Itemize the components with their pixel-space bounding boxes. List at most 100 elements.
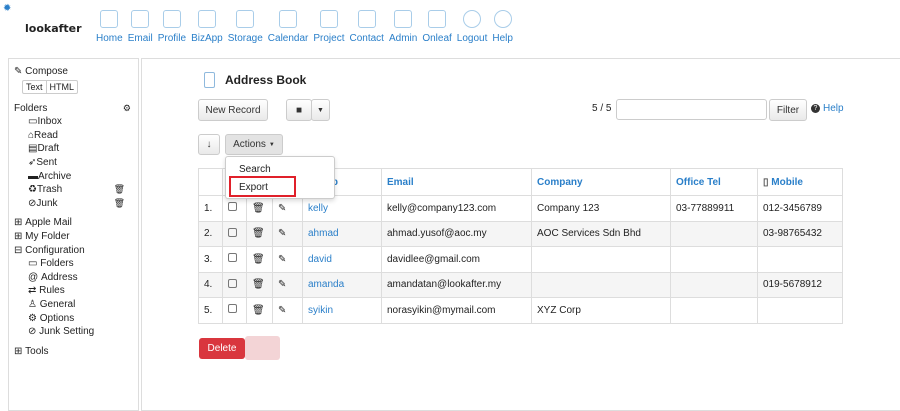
row-checkbox[interactable]: [228, 304, 237, 314]
sidebar-item-trash[interactable]: ♻ Trash 🗑: [14, 183, 133, 197]
book-view-button[interactable]: ■: [286, 99, 312, 121]
config-item-general[interactable]: ♙ General: [14, 298, 133, 312]
html-button[interactable]: HTML: [45, 80, 78, 93]
archive-icon: ▬: [28, 170, 38, 182]
delete-row-icon[interactable]: 🗑: [246, 195, 273, 222]
help-icon: [493, 10, 512, 28]
filter-button[interactable]: Filter: [769, 99, 807, 121]
junk-icon: ⊘: [28, 197, 37, 209]
filter-input[interactable]: [616, 99, 767, 120]
label: Junk Setting: [39, 326, 95, 338]
group-link[interactable]: kelly: [302, 195, 382, 222]
delete-row-icon[interactable]: 🗑: [246, 246, 273, 273]
text-button[interactable]: Text: [26, 81, 43, 92]
edit-icon[interactable]: ✎: [272, 297, 303, 324]
office-tel-cell: [670, 220, 758, 247]
email-cell: ahmad.yusof@aoc.my: [381, 220, 532, 247]
actions-button[interactable]: Actions ▼: [225, 134, 283, 155]
top-nav: Home Email Profile BizApp Storage Calendar Pro…: [96, 8, 518, 44]
delete-secondary-button[interactable]: [245, 336, 280, 360]
edit-icon[interactable]: ✎: [272, 220, 303, 247]
options-icon: ⚙: [28, 312, 40, 324]
header-mobile[interactable]: ▯ Mobile: [757, 168, 843, 196]
delete-row-icon[interactable]: 🗑: [246, 220, 273, 247]
general-icon: ♙: [28, 298, 40, 310]
sidebar-item-read[interactable]: ⌂ Read: [14, 129, 133, 143]
folders-icon: ▭: [28, 258, 41, 270]
nav-label: Calendar: [267, 33, 309, 44]
nav-admin[interactable]: Admin: [389, 8, 417, 44]
nav-email[interactable]: Email: [128, 8, 153, 44]
logo[interactable]: lookafter: [25, 22, 82, 35]
read-icon: ⌂: [28, 129, 35, 141]
compose-link[interactable]: ✎ Compose: [14, 65, 133, 79]
menu-item-export[interactable]: Export: [239, 182, 268, 193]
row-checkbox[interactable]: [228, 278, 237, 288]
edit-icon[interactable]: ✎: [272, 271, 303, 298]
expand-icon: ⊞: [14, 345, 26, 357]
group-link[interactable]: syikin: [302, 297, 382, 324]
row-checkbox[interactable]: [228, 227, 237, 237]
config-item-rules[interactable]: ⇄ Rules: [14, 284, 133, 298]
label: Trash: [36, 184, 63, 196]
row-number: 2.: [198, 220, 223, 247]
sidebar-item-configuration[interactable]: ⊟ Configuration: [14, 244, 133, 258]
config-item-address[interactable]: @ Address: [14, 271, 133, 285]
help-link[interactable]: ? Help: [811, 103, 844, 114]
header-company[interactable]: Company: [531, 168, 671, 196]
row-checkbox[interactable]: [228, 253, 237, 263]
nav-help[interactable]: Help: [492, 8, 513, 44]
sidebar-item-inbox[interactable]: ▭ Inbox: [14, 115, 133, 129]
group-link[interactable]: david: [302, 246, 382, 273]
sidebar-item-junk[interactable]: ⊘ Junk 🗑: [14, 197, 133, 211]
mobile-icon: ▯: [763, 176, 769, 188]
delete-row-icon[interactable]: 🗑: [246, 271, 273, 298]
export-highlight: [229, 176, 296, 197]
title-text: Address Book: [225, 73, 307, 87]
mobile-cell: [757, 297, 843, 324]
header-email[interactable]: Email: [381, 168, 532, 196]
nav-logout[interactable]: Logout: [457, 8, 487, 44]
delete-row-icon[interactable]: 🗑: [246, 297, 273, 324]
email-cell: kelly@company123.com: [381, 195, 532, 222]
onleaf-icon: [428, 10, 447, 28]
nav-onleaf[interactable]: Onleaf: [422, 8, 452, 44]
label: Configuration: [25, 244, 85, 256]
group-link[interactable]: ahmad: [302, 220, 382, 247]
help-icon: ?: [811, 104, 820, 113]
sidebar-item-apple-mail[interactable]: ⊞ Apple Mail: [14, 216, 133, 230]
nav-bizapp[interactable]: BizApp: [191, 8, 223, 44]
edit-icon[interactable]: ✎: [272, 195, 303, 222]
view-dropdown-button[interactable]: ▼: [311, 99, 330, 121]
nav-calendar[interactable]: Calendar: [267, 8, 309, 44]
label: Sent: [36, 156, 57, 168]
empty-trash-icon[interactable]: 🗑: [113, 184, 125, 195]
sidebar-item-tools[interactable]: ⊞ Tools: [14, 345, 133, 359]
delete-button[interactable]: Delete: [199, 338, 245, 359]
sidebar-item-sent[interactable]: ➶ Sent: [14, 156, 133, 170]
folders-label: Folders: [14, 102, 48, 114]
empty-trash-icon[interactable]: 🗑: [113, 197, 125, 208]
menu-item-search[interactable]: Search: [239, 164, 271, 175]
group-link[interactable]: amanda: [302, 271, 382, 298]
row-checkbox[interactable]: [228, 202, 237, 212]
gear-icon[interactable]: ⚙: [122, 102, 131, 113]
nav-contact[interactable]: Contact: [350, 8, 384, 44]
header-office-tel[interactable]: Office Tel: [670, 168, 758, 196]
nav-profile[interactable]: Profile: [158, 8, 186, 44]
nav-home[interactable]: Home: [96, 8, 123, 44]
nav-project[interactable]: Project: [313, 8, 345, 44]
sidebar-item-my-folder[interactable]: ⊞ My Folder: [14, 230, 133, 244]
table-row: 2. 🗑 ✎ ahmad ahmad.yusof@aoc.my AOC Serv…: [198, 220, 843, 247]
edit-icon[interactable]: ✎: [272, 246, 303, 273]
new-record-button[interactable]: New Record: [198, 99, 268, 121]
calendar-icon: [279, 10, 298, 28]
nav-storage[interactable]: Storage: [228, 8, 263, 44]
sort-button[interactable]: ↓: [198, 134, 220, 155]
sidebar-item-draft[interactable]: ▤ Draft: [14, 142, 133, 156]
config-item-folders[interactable]: ▭ Folders: [14, 257, 133, 271]
config-item-junk-setting[interactable]: ⊘ Junk Setting: [14, 325, 133, 339]
config-item-options[interactable]: ⚙ Options: [14, 312, 133, 326]
sidebar-item-archive[interactable]: ▬ Archive: [14, 170, 133, 184]
row-number: 1.: [198, 195, 223, 222]
